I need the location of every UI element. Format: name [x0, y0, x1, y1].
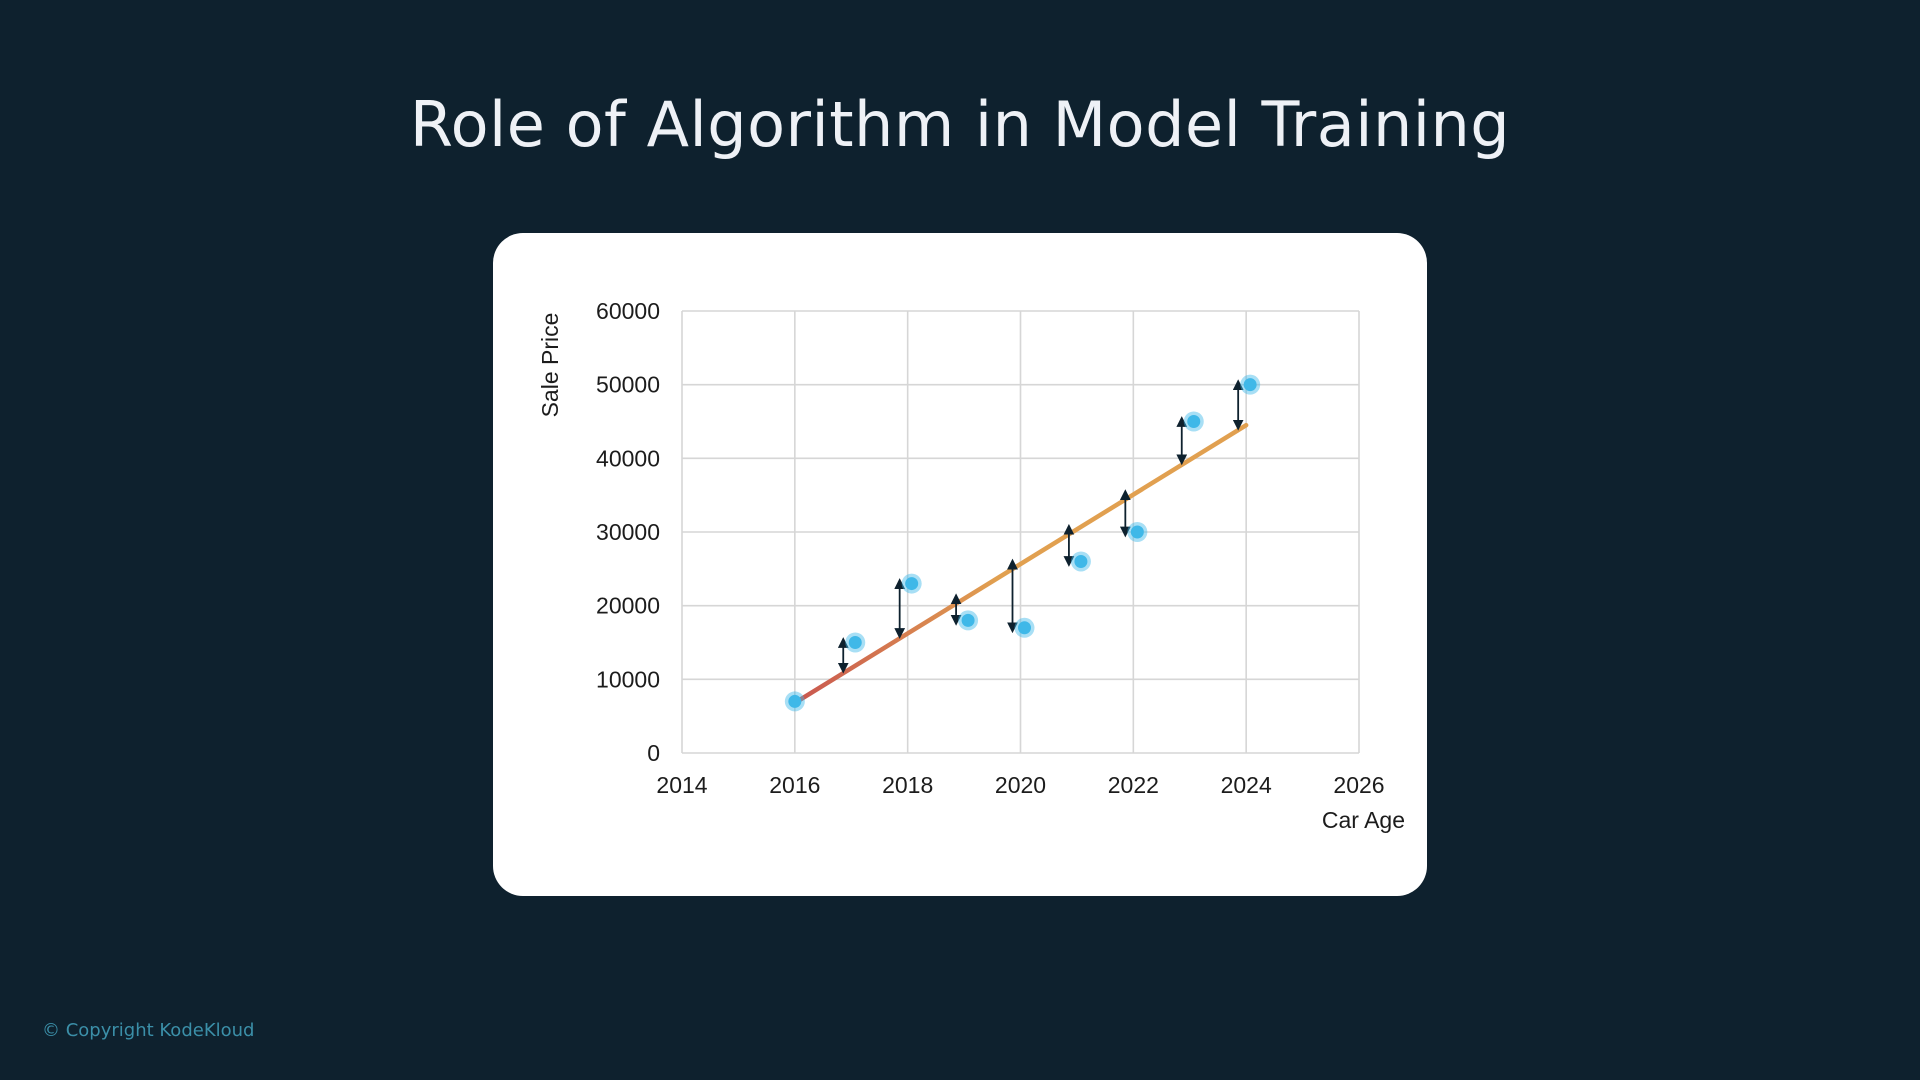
y-tick-label: 40000	[596, 445, 660, 471]
y-axis-label: Sale Price	[537, 313, 563, 418]
y-tick-label: 50000	[596, 372, 660, 398]
data-point	[905, 577, 919, 591]
x-tick-label: 2020	[995, 772, 1046, 798]
data-point	[848, 636, 862, 649]
scatter-regression-chart: 2014 2016 2018 2020 2022 2024 2026 0 10000 20000 3…	[537, 298, 1405, 833]
regression-line	[792, 422, 1249, 706]
y-tick-label: 0	[647, 740, 660, 766]
x-tick-label: 2026	[1333, 772, 1384, 798]
data-point	[1130, 525, 1144, 539]
x-tick-label: 2018	[882, 772, 933, 798]
data-point	[1018, 621, 1031, 635]
y-tick-label: 30000	[596, 519, 660, 545]
y-tick-label: 20000	[596, 593, 660, 619]
x-tick-label: 2022	[1108, 772, 1159, 798]
data-point	[1187, 415, 1201, 428]
y-tick-label: 60000	[596, 298, 660, 324]
chart-card: 2014 2016 2018 2020 2022 2024 2026 0 10000 20000 3…	[493, 233, 1427, 896]
y-tick-label: 10000	[596, 666, 660, 692]
data-point	[788, 694, 802, 708]
slide-title: Role of Algorithm in Model Training	[409, 88, 1511, 161]
data-point	[1243, 378, 1257, 392]
data-point	[961, 613, 975, 627]
copyright-notice: © Copyright KodeKloud	[42, 1020, 255, 1041]
x-tick-label: 2016	[769, 772, 820, 798]
x-tick-label: 2024	[1221, 772, 1272, 798]
x-tick-label: 2014	[656, 772, 707, 798]
x-axis-label: Car Age	[1322, 807, 1405, 833]
data-point	[1074, 554, 1088, 568]
